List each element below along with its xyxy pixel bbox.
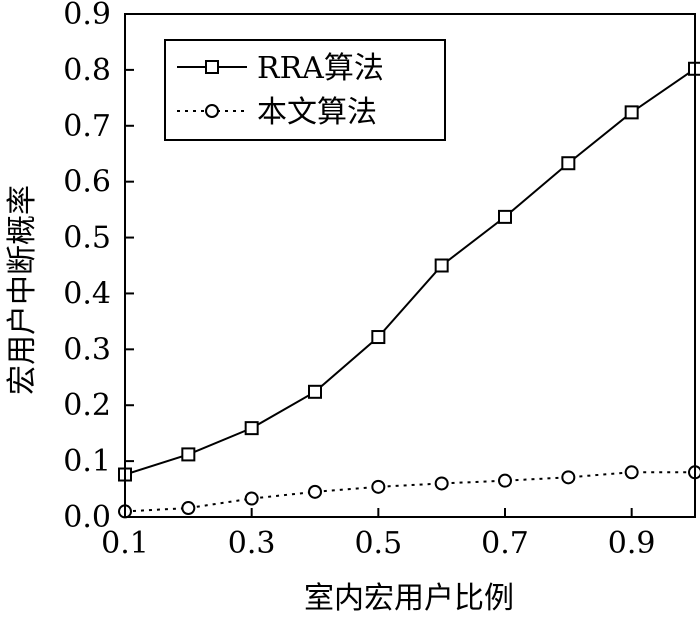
x-tick-label: 0.5 xyxy=(354,526,402,561)
data-point-circle xyxy=(498,473,512,488)
data-point-circle xyxy=(624,465,639,480)
x-tick-label: 0.7 xyxy=(481,526,529,561)
data-point-square xyxy=(371,330,386,345)
y-tick-label: 0.6 xyxy=(63,165,111,200)
y-tick-label: 0.2 xyxy=(63,388,111,423)
legend-label: 本文算法 xyxy=(257,95,377,130)
data-point-square xyxy=(624,105,639,120)
plot-frame xyxy=(124,13,696,518)
data-point-square xyxy=(181,447,196,462)
series-2 xyxy=(118,465,700,519)
y-axis-title: 宏用户中断概率 xyxy=(5,185,40,395)
legend-box xyxy=(164,39,446,141)
legend-marker-square xyxy=(205,60,219,74)
series-line xyxy=(124,471,695,513)
data-point-square xyxy=(498,209,512,224)
y-tick-label: 0.0 xyxy=(63,500,111,535)
y-tick-label: 0.1 xyxy=(63,444,111,479)
data-point-circle xyxy=(561,470,576,485)
series-1 xyxy=(118,61,700,482)
data-point-square xyxy=(308,384,322,399)
tick-labels: 0.00.10.20.30.40.50.60.70.80.90.1 0.3 0.5 0… xyxy=(63,0,655,561)
y-tick-label: 0.3 xyxy=(63,332,111,367)
y-tick-label: 0.7 xyxy=(63,109,111,144)
data-point-circle xyxy=(371,479,386,494)
x-tick-label: 0.1 xyxy=(101,526,149,561)
data-point-circle xyxy=(308,484,322,499)
x-tick-label: 0.9 xyxy=(608,526,656,561)
x-tick-label: 0.3 xyxy=(228,526,276,561)
y-tick-label: 0.8 xyxy=(63,53,111,88)
axes xyxy=(124,13,696,518)
plot-area xyxy=(118,61,700,519)
data-point-circle xyxy=(434,476,449,491)
legend-entry: RRA算法 xyxy=(177,51,384,86)
series-line xyxy=(124,67,696,476)
y-tick-label: 0.9 xyxy=(63,0,111,32)
legend-label: RRA算法 xyxy=(257,51,384,86)
y-tick-label: 0.4 xyxy=(63,276,111,311)
data-point-circle xyxy=(244,491,259,506)
data-point-square xyxy=(561,156,576,171)
data-point-square xyxy=(244,421,259,436)
x-axis-title: 室内宏用户比例 xyxy=(304,581,514,616)
data-point-circle xyxy=(181,501,196,516)
y-tick-label: 0.5 xyxy=(63,221,111,256)
legend-entry: 本文算法 xyxy=(177,95,377,130)
legend-marker-circle xyxy=(205,104,219,118)
data-point-square xyxy=(434,258,449,273)
